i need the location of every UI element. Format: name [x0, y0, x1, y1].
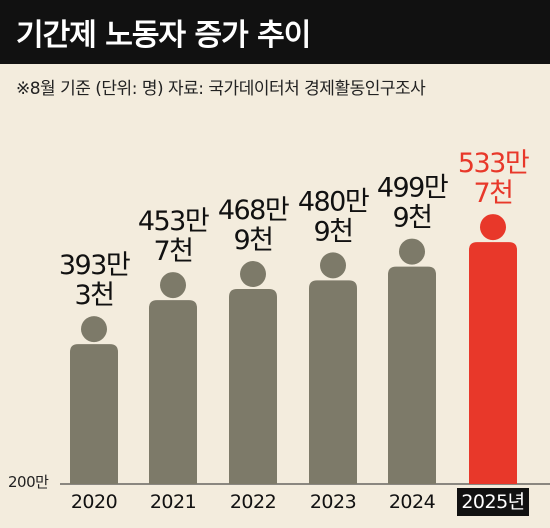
- data-label: 9천: [233, 225, 272, 256]
- data-label: 3천: [74, 280, 113, 311]
- bar-body: [309, 280, 357, 484]
- data-label: 453만: [138, 206, 209, 237]
- data-label: 499만: [377, 173, 448, 204]
- bar-head: [399, 238, 425, 265]
- bar-body: [70, 344, 118, 484]
- chart-subtitle: ※8월 기준 (단위: 명) 자료: 국가데이터처 경제활동인구조사: [16, 79, 426, 99]
- data-label: 9천: [313, 216, 352, 247]
- title-bar: 기간제 노동자 증가 추이: [0, 0, 550, 64]
- data-label: 468만: [218, 195, 289, 226]
- x-tick-label: 2024: [389, 491, 436, 513]
- data-label: 393만: [59, 250, 130, 281]
- bar-body: [149, 300, 197, 484]
- chart-title: 기간제 노동자 증가 추이: [16, 18, 311, 53]
- bar-head: [320, 252, 346, 279]
- baseline-label: 200만: [8, 473, 49, 491]
- bar-body: [469, 242, 517, 484]
- x-tick-label: 2022: [230, 491, 276, 513]
- data-label: 7천: [153, 236, 192, 267]
- data-label: 480만: [298, 186, 369, 217]
- bar-body: [229, 289, 277, 484]
- bar-head: [240, 261, 266, 288]
- bar-head: [480, 214, 506, 241]
- data-label: 7천: [473, 178, 512, 209]
- bar-head: [81, 316, 107, 343]
- x-tick-label: 2020: [71, 491, 117, 513]
- highlight-tick-bg: [457, 488, 529, 516]
- bar-head: [160, 272, 186, 299]
- bar-body: [388, 266, 436, 484]
- x-tick-label: 2025년: [461, 491, 524, 513]
- data-label: 533만: [458, 148, 529, 179]
- data-label: 9천: [392, 203, 431, 234]
- x-tick-label: 2023: [310, 491, 356, 513]
- x-tick-label: 2021: [150, 491, 196, 513]
